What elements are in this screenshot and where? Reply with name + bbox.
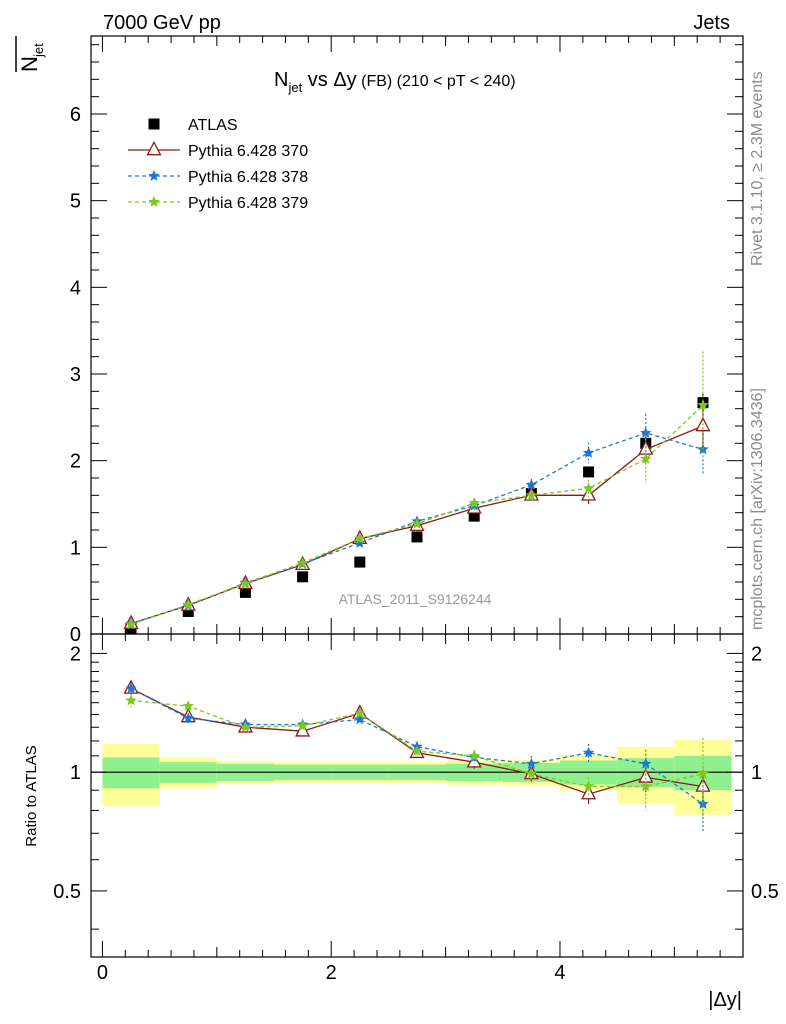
bottom-xtick-label: 4 [554, 962, 565, 984]
title-vs: vs [302, 69, 333, 91]
top-point [297, 571, 309, 583]
top-point [411, 531, 423, 543]
top-point [239, 577, 252, 589]
bottom-point [125, 694, 137, 706]
bottom-point [354, 713, 366, 725]
bottom-point [582, 746, 595, 758]
bottom-series-line-1 [130, 687, 704, 805]
top-point [640, 452, 652, 464]
top-point [583, 466, 595, 478]
top-point [697, 399, 709, 411]
top-ytick-label: 4 [70, 277, 81, 299]
bottom-point [581, 785, 597, 800]
top-point [525, 478, 538, 490]
bottom-point [525, 767, 538, 779]
legend-entry-1: Pythia 6.428 370 [128, 140, 308, 160]
bottom-point [411, 745, 423, 757]
top-ytick-label: 5 [70, 191, 81, 213]
bottom-axes: 0.5 0.5 1 1 2 2 0 2 4 [53, 634, 779, 984]
bottom-ylabel: Ratio to ATLAS [23, 745, 40, 846]
top-point [582, 446, 595, 458]
title-cut: (210 < pT < 240) [392, 73, 515, 90]
band-inner [102, 757, 160, 789]
bottom-ytick-label: 2 [70, 643, 81, 665]
bottom-xtick-label: 2 [326, 962, 337, 984]
top-point [182, 598, 194, 610]
top-ytick-label: 2 [70, 451, 81, 473]
top-point [468, 510, 480, 522]
bottom-point [239, 721, 252, 733]
top-point [468, 497, 480, 508]
legend-label: Pythia 6.428 370 [188, 143, 308, 160]
bottom-xlabel: |Δy| [708, 989, 742, 1011]
top-series-3 [125, 351, 709, 630]
bottom-point [354, 707, 366, 719]
top-ylabel: N jet [15, 36, 46, 72]
header-left-label: 7000 GeV pp [103, 12, 221, 34]
top-chart-title: Njet vs Δy (FB) (210 < pT < 240) [274, 69, 516, 95]
bottom-ytick-label: 0.5 [53, 881, 81, 903]
top-ytick-label: 1 [70, 537, 81, 559]
bottom-point [640, 780, 652, 792]
bottom-point [468, 749, 480, 761]
watermark: ATLAS_2011_S9126244 [339, 591, 492, 607]
mcplots-label: mcplots.cern.ch [arXiv:1306.3436] [749, 388, 766, 630]
legend-marker [148, 118, 160, 130]
top-point [640, 426, 652, 438]
bottom-point [640, 757, 652, 769]
legend-entry-3: Pythia 6.428 379 [128, 195, 308, 212]
top-point [354, 532, 366, 544]
top-point [239, 586, 251, 598]
top-point [354, 556, 366, 568]
bottom-ytick-label: 1 [70, 762, 81, 784]
top-point [354, 537, 366, 548]
title-fb: (FB) [357, 73, 393, 90]
title-sub: jet [287, 80, 302, 95]
bottom-point [525, 757, 538, 769]
bottom-point [296, 719, 309, 731]
bottom-point [182, 700, 194, 711]
bottom-frame [90, 633, 744, 958]
rivet-label: Rivet 3.1.10, ≥ 2.3M events [749, 71, 766, 266]
legend: ATLAS Pythia 6.428 370 Pythia 6.428 378 Pyt… [128, 117, 308, 212]
top-point [582, 482, 595, 494]
top-title-text: Njet vs Δy (FB) (210 < pT < 240) [274, 69, 516, 95]
bottom-ytick-label-right: 2 [751, 643, 762, 665]
top-point [525, 489, 538, 501]
top-ylabel-main: N [17, 56, 42, 72]
top-ytick-label: 3 [70, 364, 81, 386]
top-ytick-label: 6 [70, 104, 81, 126]
top-series [123, 351, 711, 634]
bottom-series [123, 679, 711, 831]
legend-label: ATLAS [188, 117, 238, 134]
bottom-ytick-label-right: 0.5 [751, 881, 779, 903]
bottom-series-2 [125, 693, 709, 820]
legend-marker [146, 140, 162, 156]
top-point [296, 556, 309, 568]
legend-marker [148, 170, 160, 181]
title-main: N [274, 69, 288, 91]
bottom-ytick-label-right: 1 [751, 762, 762, 784]
legend-label: Pythia 6.428 379 [188, 195, 308, 212]
top-axes: 0 1 2 3 4 5 6 [70, 36, 743, 646]
legend-label: Pythia 6.428 378 [188, 169, 308, 186]
top-point [125, 618, 137, 630]
legend-marker [148, 196, 160, 207]
top-ytick-label: 0 [70, 624, 81, 646]
header-right-label: Jets [693, 12, 730, 34]
bottom-xtick-label: 0 [97, 962, 108, 984]
bottom-point [125, 682, 137, 694]
top-point [581, 486, 597, 501]
bottom-point [697, 767, 709, 779]
title-dy: Δy [333, 69, 356, 91]
top-point [182, 605, 194, 617]
bottom-point [182, 712, 194, 724]
legend-entry-0: ATLAS [148, 117, 238, 134]
legend-entry-2: Pythia 6.428 378 [128, 169, 308, 186]
bottom-point [582, 780, 595, 792]
top-ylabel-sub: jet [31, 43, 46, 58]
top-point [411, 517, 423, 529]
